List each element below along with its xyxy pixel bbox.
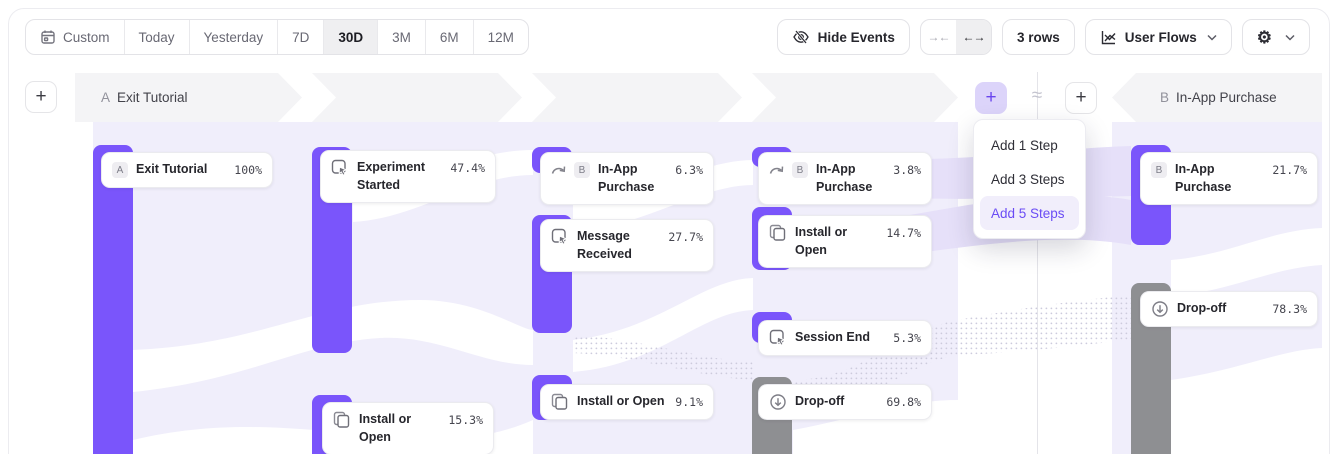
range-7d[interactable]: 7D	[277, 20, 323, 54]
node-card[interactable]: Message Received 27.7%	[540, 219, 714, 272]
step-letter: B	[1160, 90, 1170, 105]
date-range-selector: Custom Today Yesterday 7D 30D 3M 6M 12M	[25, 19, 529, 55]
add-end-step-button[interactable]: +	[1065, 82, 1097, 114]
step-b-badge: B	[1151, 162, 1167, 178]
node-card[interactable]: B In-App Purchase 3.8%	[758, 152, 932, 205]
menu-item-add-3-steps[interactable]: Add 3 Steps	[991, 171, 1065, 187]
approx-icon: ≈	[1031, 85, 1043, 106]
chevron-down-icon	[1285, 34, 1295, 41]
plus-icon: +	[35, 86, 47, 107]
step-a-badge: A	[112, 162, 128, 178]
cursor-square-icon	[331, 159, 348, 176]
step-band-segment	[312, 73, 522, 122]
step-band-b[interactable]: B In-App Purchase	[1112, 73, 1322, 122]
copy-icon	[333, 411, 350, 428]
menu-item-add-1-step[interactable]: Add 1 Step	[991, 137, 1058, 153]
node-card[interactable]: A Exit Tutorial 100%	[101, 152, 273, 188]
cursor-square-icon	[551, 228, 568, 245]
flow-canvas: A Exit Tutorial B In-App Purchase + + ≈ …	[0, 72, 1336, 454]
menu-item-add-5-steps[interactable]: Add 5 Steps	[980, 196, 1079, 230]
toolbar-right: Hide Events →← ←→ 3 rows User Flows ⚙	[776, 19, 1310, 55]
node-card[interactable]: Drop-off 78.3%	[1140, 291, 1318, 327]
step-label: In-App Purchase	[1176, 90, 1277, 105]
range-custom[interactable]: Custom	[26, 20, 124, 54]
range-today[interactable]: Today	[123, 20, 189, 54]
copy-icon	[551, 393, 568, 410]
drop-off-icon	[770, 394, 786, 410]
drop-off-icon	[1152, 301, 1168, 317]
expand-arrows-icon[interactable]: ←→	[955, 20, 991, 54]
step-band-segment	[532, 73, 742, 122]
node-card[interactable]: Session End 5.3%	[758, 320, 932, 356]
step-band-segment	[752, 73, 958, 122]
collapse-arrows-icon[interactable]: →←	[927, 30, 950, 44]
range-yesterday[interactable]: Yesterday	[188, 20, 278, 54]
node-card[interactable]: Drop-off 69.8%	[758, 384, 932, 420]
range-label: Custom	[63, 29, 110, 45]
step-label: Exit Tutorial	[117, 90, 188, 105]
add-steps-menu: Add 1 Step Add 3 Steps Add 5 Steps	[973, 119, 1086, 239]
plus-icon: +	[985, 87, 997, 108]
settings-button[interactable]: ⚙	[1241, 19, 1310, 55]
step-b-badge: B	[792, 162, 808, 178]
add-start-step-button[interactable]: +	[25, 81, 57, 113]
range-30d[interactable]: 30D	[323, 20, 378, 54]
hide-events-button[interactable]: Hide Events	[776, 19, 910, 55]
plus-icon: +	[1075, 87, 1087, 108]
rows-button[interactable]: 3 rows	[1001, 19, 1075, 55]
node-card[interactable]: Install or Open 14.7%	[758, 215, 932, 268]
line-chart-icon	[1101, 30, 1116, 44]
node-card[interactable]: Experiment Started 47.4%	[320, 150, 496, 203]
redo-arrow-icon	[551, 166, 566, 174]
spacing-toggle: →← ←→	[919, 19, 992, 55]
gear-icon: ⚙	[1256, 27, 1272, 47]
node-card[interactable]: B In-App Purchase 21.7%	[1140, 152, 1318, 205]
step-letter: A	[101, 90, 111, 105]
chevron-down-icon	[1207, 34, 1217, 41]
range-12m[interactable]: 12M	[472, 20, 528, 54]
add-step-button-active[interactable]: +	[975, 82, 1007, 114]
calendar-icon	[41, 30, 55, 44]
copy-icon	[769, 224, 786, 241]
redo-arrow-icon	[769, 166, 784, 174]
view-type-button[interactable]: User Flows	[1084, 19, 1232, 55]
node-bar-exit-tutorial[interactable]	[93, 145, 133, 454]
node-card[interactable]: Install or Open 9.1%	[540, 384, 714, 420]
step-b-badge: B	[574, 162, 590, 178]
toolbar: Custom Today Yesterday 7D 30D 3M 6M 12M …	[25, 19, 1310, 55]
eye-off-icon	[792, 29, 809, 45]
range-6m[interactable]: 6M	[424, 20, 473, 54]
cursor-square-icon	[769, 329, 786, 346]
step-band-a[interactable]: A Exit Tutorial	[75, 73, 302, 122]
node-card[interactable]: Install or Open 15.3%	[322, 402, 494, 454]
node-card[interactable]: B In-App Purchase 6.3%	[540, 152, 714, 205]
range-3m[interactable]: 3M	[377, 20, 425, 54]
